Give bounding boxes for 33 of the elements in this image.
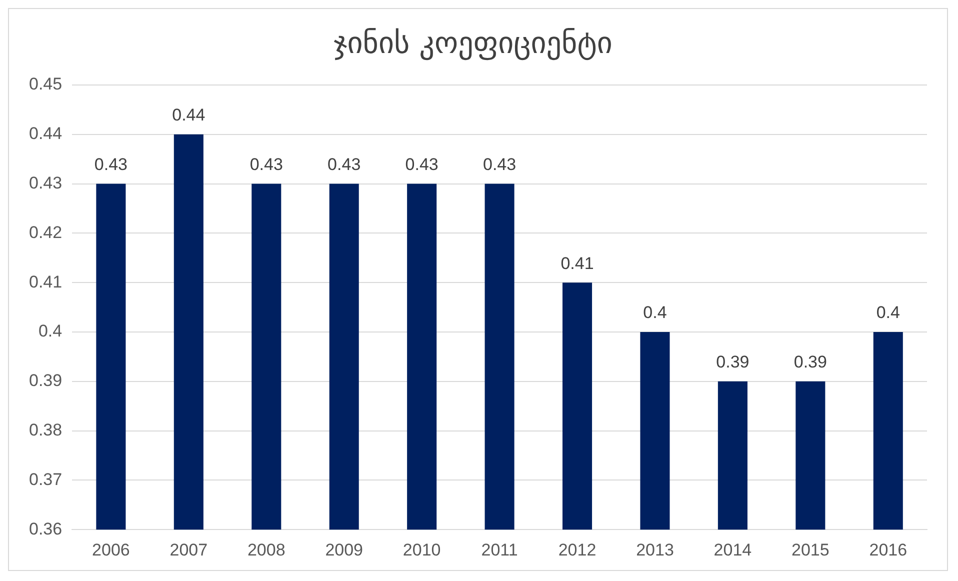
data-label: 0.43 <box>482 154 516 174</box>
x-tick-label: 2015 <box>792 540 830 560</box>
x-tick-label: 2010 <box>402 540 441 560</box>
x-tick-label: 2008 <box>247 540 286 560</box>
data-label: 0.4 <box>876 303 900 322</box>
data-label: 0.44 <box>172 106 206 125</box>
x-tick-label: 2007 <box>170 540 208 560</box>
y-tick-label: 0.41 <box>28 272 62 292</box>
y-tick-label: 0.43 <box>28 173 62 192</box>
y-tick-label: 0.37 <box>28 470 62 489</box>
x-tick-label: 2011 <box>481 540 518 560</box>
y-tick-label: 0.38 <box>28 420 62 440</box>
data-label: 0.39 <box>716 352 750 372</box>
x-tick-label: 2016 <box>869 540 908 560</box>
y-tick-label: 0.45 <box>28 74 62 94</box>
x-tick-label: 2009 <box>325 540 364 560</box>
data-label: 0.43 <box>94 154 128 174</box>
y-tick-label: 0.44 <box>28 124 62 144</box>
y-tick-label: 0.39 <box>28 371 62 390</box>
x-tick-label: 2006 <box>92 540 130 560</box>
data-label: 0.43 <box>250 154 283 174</box>
x-tick-label: 2012 <box>558 540 596 560</box>
data-label: 0.41 <box>560 254 594 273</box>
data-label: 0.43 <box>328 154 361 174</box>
data-label: 0.39 <box>794 352 827 372</box>
y-tick-label: 0.42 <box>28 222 62 242</box>
data-label: 0.4 <box>643 303 667 322</box>
x-tick-label: 2013 <box>636 540 674 560</box>
chart-title: ჯინის კოეფიციენტი <box>334 26 612 61</box>
x-tick-label: 2014 <box>714 540 752 560</box>
y-tick-label: 0.4 <box>38 322 62 341</box>
y-tick-label: 0.36 <box>28 519 62 538</box>
data-label: 0.43 <box>405 154 438 174</box>
